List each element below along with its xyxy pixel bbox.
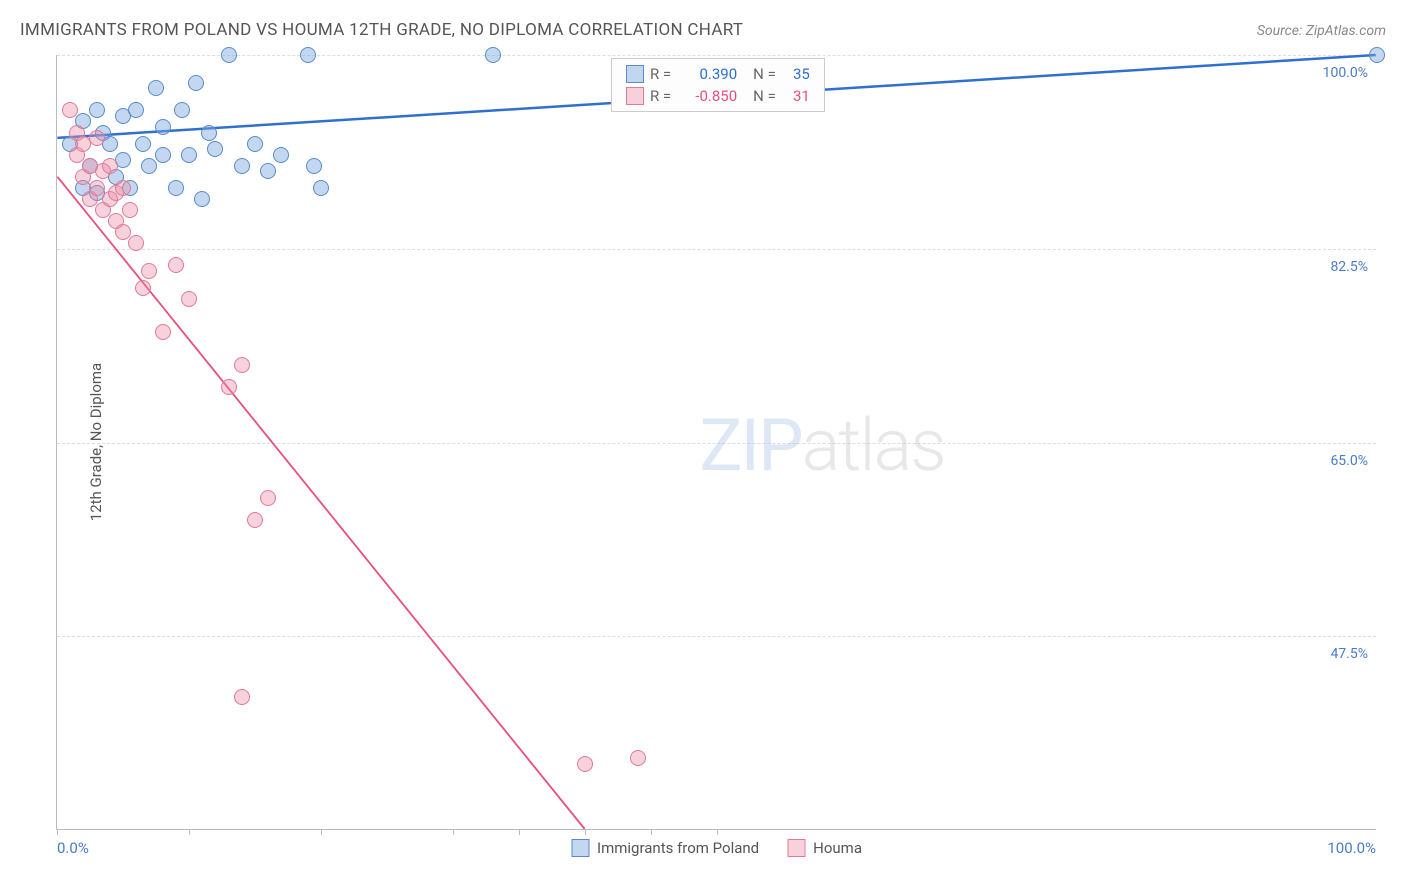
data-point bbox=[247, 136, 263, 152]
data-point bbox=[260, 163, 276, 179]
data-point bbox=[221, 379, 237, 395]
data-point bbox=[135, 280, 151, 296]
data-point bbox=[148, 80, 164, 96]
legend-stats-row: R = -0.850 N = 31 bbox=[626, 85, 810, 107]
data-point bbox=[122, 202, 138, 218]
legend-swatch bbox=[571, 839, 589, 857]
trend-line bbox=[57, 177, 584, 829]
legend-series: Immigrants from Poland Houma bbox=[571, 839, 862, 857]
x-tick bbox=[57, 829, 58, 835]
data-point bbox=[62, 102, 78, 118]
data-point bbox=[141, 158, 157, 174]
data-point bbox=[174, 102, 190, 118]
legend-n-label: N = bbox=[753, 87, 776, 105]
data-point bbox=[135, 136, 151, 152]
legend-swatch bbox=[626, 65, 644, 83]
data-point bbox=[141, 263, 157, 279]
legend-r-label: R = bbox=[650, 65, 671, 83]
data-point bbox=[181, 147, 197, 163]
x-tick bbox=[519, 829, 520, 835]
data-point bbox=[188, 75, 204, 91]
plot-area: 12th Grade, No Diploma 100.0%82.5%65.0%4… bbox=[56, 55, 1376, 830]
data-point bbox=[201, 125, 217, 141]
legend-r-label: R = bbox=[650, 87, 671, 105]
data-point bbox=[234, 357, 250, 373]
data-point bbox=[1369, 47, 1385, 63]
x-tick bbox=[453, 829, 454, 835]
data-point bbox=[168, 180, 184, 196]
data-point bbox=[577, 756, 593, 772]
legend-swatch bbox=[626, 87, 644, 105]
data-point bbox=[247, 512, 263, 528]
data-point bbox=[234, 689, 250, 705]
data-point bbox=[115, 180, 131, 196]
data-point bbox=[168, 257, 184, 273]
chart-header: IMMIGRANTS FROM POLAND VS HOUMA 12TH GRA… bbox=[20, 20, 1386, 40]
legend-stats: R = 0.390 N = 35 R = -0.850 N = 31 bbox=[611, 58, 825, 112]
legend-n-value: 31 bbox=[782, 87, 810, 105]
data-point bbox=[630, 750, 646, 766]
data-point bbox=[155, 147, 171, 163]
legend-r-value: 0.390 bbox=[677, 65, 737, 83]
legend-series-name: Houma bbox=[813, 839, 862, 857]
x-tick bbox=[189, 829, 190, 835]
data-point bbox=[313, 180, 329, 196]
data-point bbox=[89, 102, 105, 118]
data-point bbox=[128, 102, 144, 118]
data-point bbox=[260, 490, 276, 506]
x-axis-max-label: 100.0% bbox=[1327, 839, 1376, 857]
x-tick bbox=[585, 829, 586, 835]
legend-n-value: 35 bbox=[782, 65, 810, 83]
data-point bbox=[207, 141, 223, 157]
legend-series-name: Immigrants from Poland bbox=[597, 839, 759, 857]
legend-series-item: Houma bbox=[787, 839, 862, 857]
data-point bbox=[221, 47, 237, 63]
data-point bbox=[300, 47, 316, 63]
data-point bbox=[89, 130, 105, 146]
legend-n-label: N = bbox=[753, 65, 776, 83]
trend-lines bbox=[57, 55, 1376, 829]
x-tick bbox=[321, 829, 322, 835]
data-point bbox=[485, 47, 501, 63]
data-point bbox=[128, 235, 144, 251]
x-tick bbox=[651, 829, 652, 835]
data-point bbox=[102, 158, 118, 174]
data-point bbox=[155, 324, 171, 340]
chart-source: Source: ZipAtlas.com bbox=[1257, 23, 1386, 39]
legend-swatch bbox=[787, 839, 805, 857]
legend-series-item: Immigrants from Poland bbox=[571, 839, 759, 857]
data-point bbox=[194, 191, 210, 207]
data-point bbox=[155, 119, 171, 135]
legend-r-value: -0.850 bbox=[677, 87, 737, 105]
data-point bbox=[181, 291, 197, 307]
data-point bbox=[234, 158, 250, 174]
x-axis-min-label: 0.0% bbox=[57, 839, 89, 857]
legend-stats-row: R = 0.390 N = 35 bbox=[626, 63, 810, 85]
chart-title: IMMIGRANTS FROM POLAND VS HOUMA 12TH GRA… bbox=[20, 20, 743, 40]
data-point bbox=[273, 147, 289, 163]
x-tick bbox=[717, 829, 718, 835]
data-point bbox=[306, 158, 322, 174]
